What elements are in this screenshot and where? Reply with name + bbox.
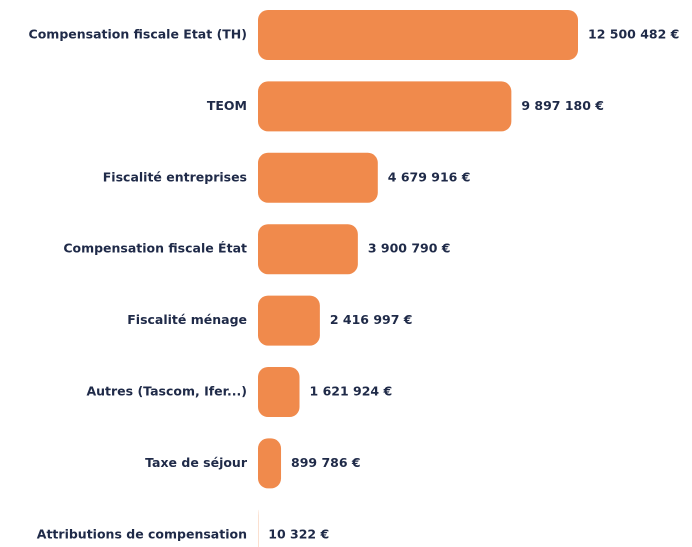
- value-label: 899 786 €: [291, 455, 361, 470]
- bar: [258, 224, 358, 275]
- bar: [258, 10, 578, 60]
- bar: [258, 152, 378, 203]
- value-label: 3 900 790 €: [368, 241, 451, 256]
- category-label: Attributions de compensation: [37, 526, 247, 541]
- value-label: 9 897 180 €: [521, 98, 604, 113]
- category-label: TEOM: [207, 98, 247, 113]
- bar: [258, 81, 512, 132]
- category-label: Fiscalité ménage: [127, 312, 247, 327]
- value-label: 2 416 997 €: [330, 312, 413, 327]
- value-label: 10 322 €: [268, 526, 329, 541]
- category-label: Taxe de séjour: [145, 455, 248, 470]
- category-label: Compensation fiscale Etat (TH): [29, 27, 247, 42]
- value-label: 12 500 482 €: [588, 27, 679, 42]
- bar: [258, 438, 282, 489]
- category-label: Autres (Tascom, Ifer...): [86, 384, 247, 399]
- category-label: Compensation fiscale État: [63, 241, 247, 256]
- bar: [258, 367, 300, 417]
- value-label: 4 679 916 €: [388, 169, 471, 184]
- value-label: 1 621 924 €: [310, 384, 393, 399]
- bar: [258, 295, 320, 346]
- category-label: Fiscalité entreprises: [103, 169, 247, 184]
